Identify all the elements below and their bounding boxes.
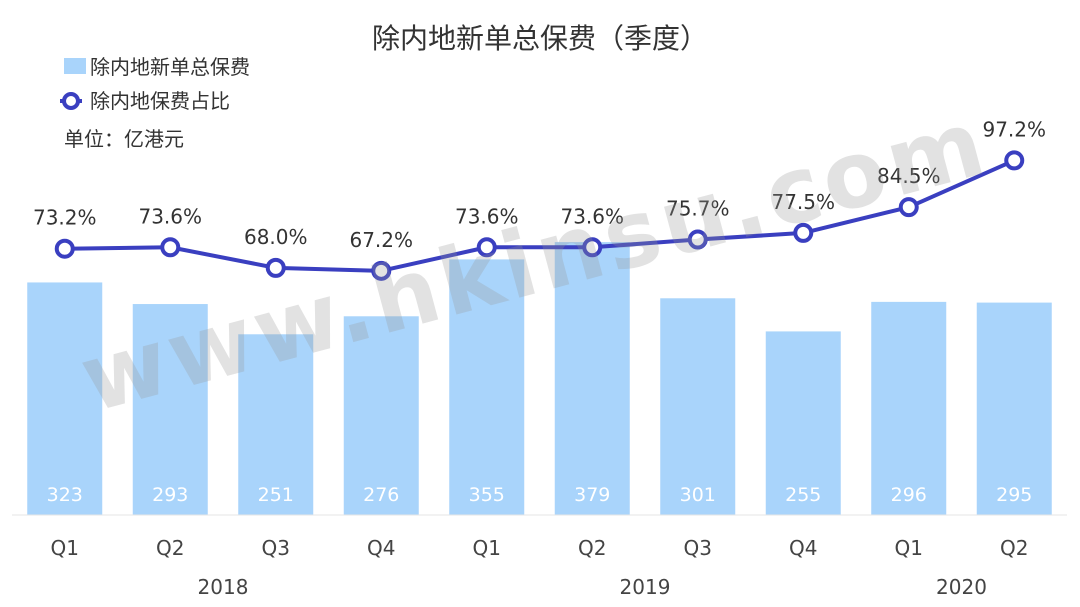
line-point [793,222,814,243]
line-value-label: 68.0% [244,225,308,249]
bar-series [27,242,1052,515]
year-label: 2019 [620,575,671,599]
bar-value-label: 255 [785,484,821,506]
line-value-label: 67.2% [349,228,413,252]
x-tick-label: Q1 [473,536,501,560]
legend: 除内地新单总保费 除内地保费占比 单位：亿港元 [60,55,250,151]
line-point [687,229,708,250]
bar [27,282,103,515]
x-tick-label: Q2 [1000,536,1028,560]
chart-title: 除内地新单总保费（季度） [372,22,708,55]
x-axis: Q1 Q2 Q3 Q4 Q1 Q2 Q3 Q4 Q1 Q2 2018 2019 2020 [12,514,1067,599]
x-tick-label: Q4 [789,536,817,560]
legend-line-label: 除内地保费占比 [90,89,230,113]
line-path [64,158,1016,273]
legend-line-marker [62,92,80,110]
x-tick-label: Q3 [684,536,712,560]
line-value-label: 84.5% [877,164,941,188]
x-tick-label: Q4 [367,536,395,560]
line-value-label: 77.5% [771,190,835,214]
line-series: 73.2% 73.6% 68.0% 67.2% 73.6% 73.6% 75.7% 77.5%… [33,117,1046,281]
bar [132,304,208,515]
year-label: 2018 [198,575,249,599]
bar [238,334,314,515]
bar-value-label: 296 [891,484,927,506]
line-value-label: 73.2% [33,206,97,230]
line-value-label: 97.2% [982,117,1046,141]
bar [660,298,736,515]
line-point [160,237,181,258]
legend-bar-label: 除内地新单总保费 [90,55,250,79]
bar [976,302,1052,515]
line-point [582,237,603,258]
bar [343,316,419,515]
bar [871,301,947,515]
bar-value-labels: 323 293 251 276 355 379 301 255 296 295 [47,484,1033,506]
line-value-label: 73.6% [560,204,624,228]
legend-bar-swatch [64,58,86,74]
bar [554,242,630,515]
line-point [476,237,497,258]
x-tick-label: Q2 [156,536,184,560]
line-value-label: 73.6% [455,204,519,228]
line-point [54,238,75,259]
bar-value-label: 301 [680,484,716,506]
bar-value-label: 276 [363,484,399,506]
bar-value-label: 293 [152,484,188,506]
bar-value-label: 379 [574,484,610,506]
bar [449,259,525,515]
bar-value-label: 251 [258,484,294,506]
bar-value-label: 355 [469,484,505,506]
line-value-label: 73.6% [138,204,202,228]
x-tick-label: Q1 [895,536,923,560]
year-label: 2020 [936,575,987,599]
line-point [898,197,919,218]
bar-value-label: 295 [996,484,1032,506]
line-point [1004,150,1025,171]
x-tick-label: Q2 [578,536,606,560]
unit-label: 单位：亿港元 [64,127,184,151]
line-point [265,257,286,278]
x-tick-label: Q3 [262,536,290,560]
bar [765,331,841,515]
line-value-label: 75.7% [666,197,730,221]
bar-value-label: 323 [47,484,83,506]
x-tick-label: Q1 [51,536,79,560]
line-point [371,260,392,281]
